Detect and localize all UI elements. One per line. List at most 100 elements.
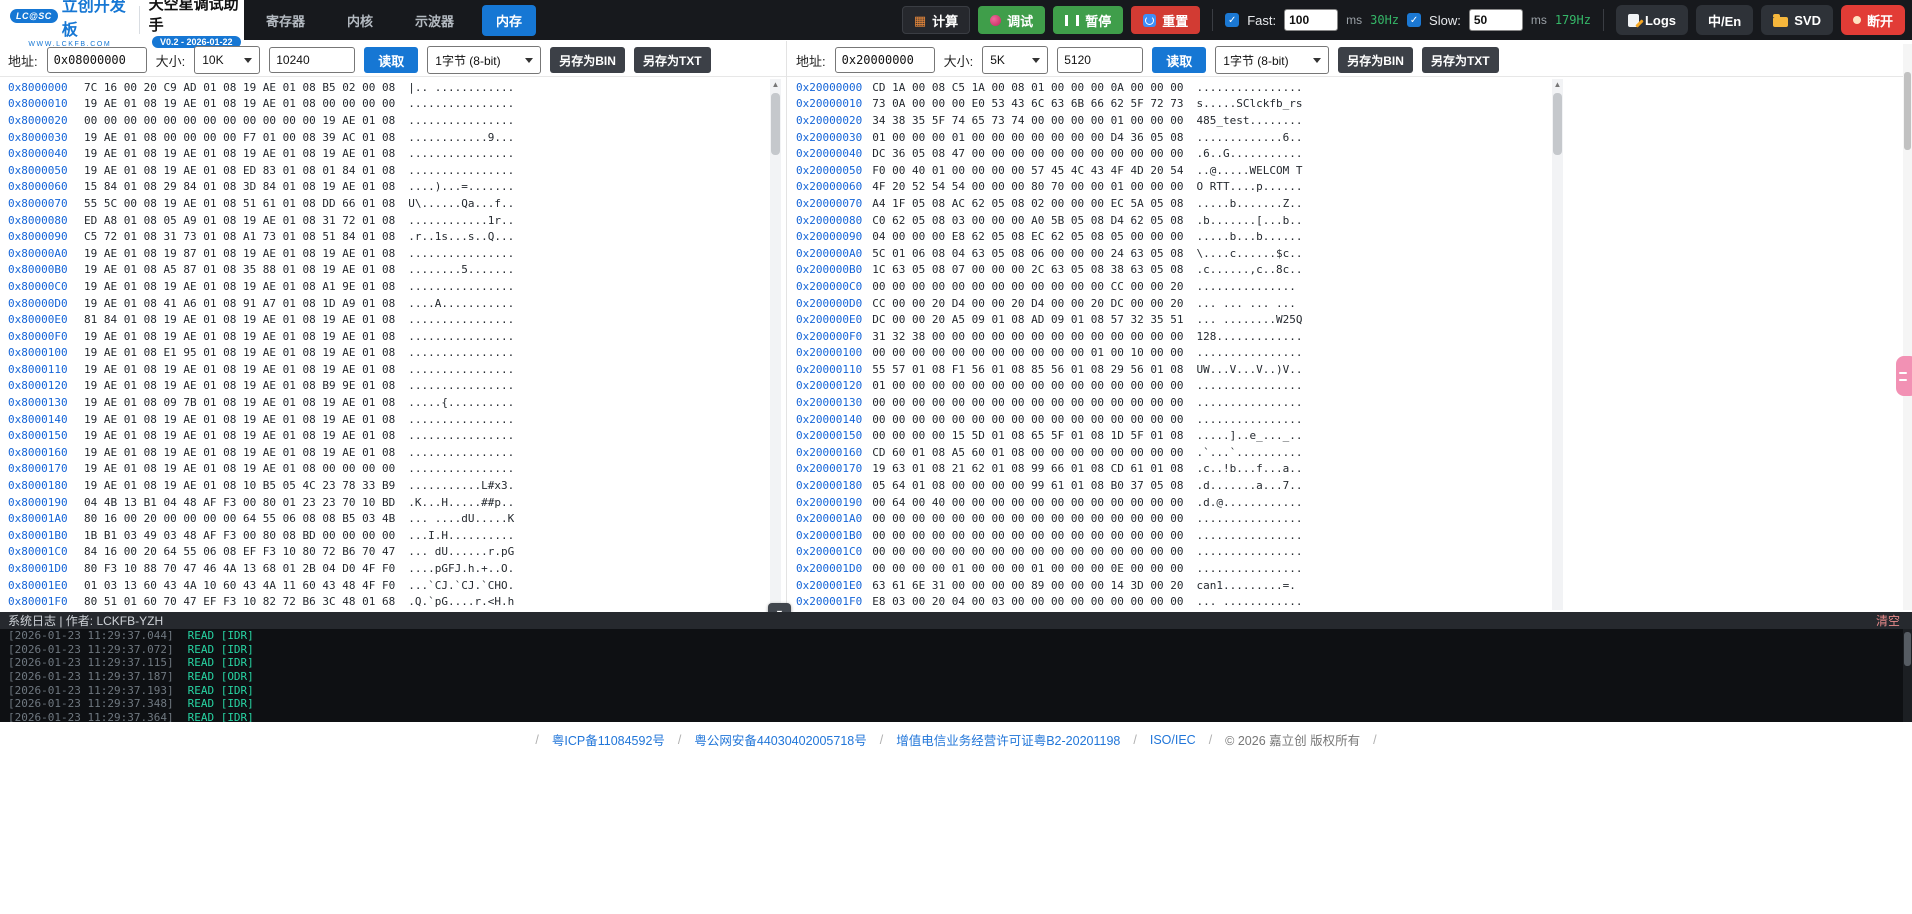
size-preset-select[interactable]: 5K: [982, 46, 1049, 74]
log-timestamp: [2026-01-23 11:29:37.072]: [8, 642, 174, 656]
hex-ascii: ............1r..: [408, 213, 515, 227]
hex-bytes: 63 61 6E 31 00 00 00 00 89 00 00 00 14 3…: [872, 578, 1184, 592]
address-input[interactable]: [834, 47, 935, 73]
save-bin-button[interactable]: 另存为BIN: [550, 47, 625, 73]
slow-checkbox[interactable]: ✓: [1407, 13, 1422, 27]
hex-ascii: .c..!b...f...a..: [1196, 462, 1303, 476]
right-panel-scrollbar[interactable]: ▲: [1552, 79, 1563, 610]
scrollbar-thumb[interactable]: [1553, 93, 1562, 155]
logs-button[interactable]: Logs: [1615, 5, 1689, 35]
floating-side-widget[interactable]: [1896, 356, 1912, 396]
logo-text: 立创开发板: [61, 0, 126, 39]
log-message: READ [IDR]: [187, 710, 254, 722]
hex-bytes: A4 1F 05 08 AC 62 05 08 02 00 00 00 EC 5…: [872, 196, 1184, 210]
hex-ascii: ................: [408, 445, 515, 459]
log-console: [2026-01-23 11:29:37.044] READ [IDR] [2026…: [0, 629, 1912, 722]
clear-log-button[interactable]: 清空: [1875, 614, 1900, 628]
scrollbar-thumb[interactable]: [1904, 632, 1911, 666]
disconnect-button[interactable]: 断开: [1840, 5, 1905, 35]
hex-ascii: ................: [1196, 528, 1303, 542]
hex-ascii: ................: [1196, 346, 1303, 360]
footer-link[interactable]: 增值电信业务经营许可证粤B2-20201198: [896, 734, 1121, 748]
hex-address: 0x8000140: [8, 412, 68, 426]
hex-bytes: 73 0A 00 00 00 E0 53 43 6C 63 6B 66 62 5…: [872, 97, 1184, 111]
hex-bytes: 19 AE 01 08 19 AE 01 08 19 AE 01 08 19 A…: [84, 412, 396, 426]
hex-address: 0x200000A0: [796, 246, 863, 260]
slow-hz-readout: 179Hz: [1554, 13, 1591, 27]
size-preset-value: 10K: [202, 53, 224, 67]
scrollbar-thumb[interactable]: [771, 93, 780, 155]
fast-checkbox[interactable]: ✓: [1225, 13, 1240, 27]
save-bin-button[interactable]: 另存为BIN: [1338, 47, 1413, 73]
size-bytes-input[interactable]: [1057, 47, 1144, 73]
svd-button[interactable]: SVD: [1761, 5, 1833, 35]
log-timestamp: [2026-01-23 11:29:37.187]: [8, 670, 174, 684]
address-input[interactable]: [46, 47, 147, 73]
size-bytes-input[interactable]: [269, 47, 356, 73]
hex-row: 0x200001B0 00 00 00 00 00 00 00 00 00 00 …: [796, 527, 1356, 544]
calc-button[interactable]: ▦ 计算: [901, 6, 971, 34]
hex-bytes: 00 00 00 00 00 00 00 00 00 00 00 00 00 0…: [872, 412, 1184, 426]
save-txt-button[interactable]: 另存为TXT: [633, 47, 711, 73]
scroll-up-icon[interactable]: ▲: [771, 80, 780, 89]
hex-row: 0x20000180 05 64 01 08 00 00 00 00 99 61 …: [796, 477, 1356, 494]
hex-ascii: .b.......[...b..: [1196, 213, 1303, 227]
hex-row: 0x20000020 34 38 35 5F 74 65 73 74 00 00 …: [796, 112, 1356, 129]
left-panel-scrollbar[interactable]: ▲: [770, 79, 781, 610]
hex-ascii: ..@.....WELCOM T: [1196, 163, 1303, 177]
chevron-down-icon: [244, 57, 253, 63]
hex-row: 0x8000080 ED A8 01 08 05 A9 01 08 19 AE 0…: [8, 212, 568, 229]
footer-link[interactable]: ISO/IEC: [1149, 732, 1196, 747]
hex-row: 0x8000160 19 AE 01 08 19 AE 01 08 19 AE 0…: [8, 444, 568, 461]
hex-row: 0x200001A0 00 00 00 00 00 00 00 00 00 00 …: [796, 510, 1356, 527]
tab-寄存器[interactable]: 寄存器: [266, 13, 306, 29]
hex-address: 0x80001A0: [8, 512, 68, 526]
fast-interval-input[interactable]: [1284, 9, 1339, 31]
tab-内存[interactable]: 内存: [482, 4, 537, 36]
footer-separator: /: [1373, 732, 1377, 747]
footer-link[interactable]: 粤ICP备11084592号: [551, 734, 665, 748]
tab-示波器[interactable]: 示波器: [415, 13, 455, 29]
hex-ascii: .....]..e_..._..: [1196, 429, 1303, 443]
hex-row: 0x8000190 04 4B 13 B1 04 48 AF F3 00 80 0…: [8, 494, 568, 511]
hex-address: 0x8000070: [8, 196, 68, 210]
scrollbar-thumb[interactable]: [1904, 72, 1911, 150]
log-line: [2026-01-23 11:29:37.193] READ [IDR]: [8, 683, 1912, 697]
hex-address: 0x20000070: [796, 196, 863, 210]
log-scrollbar[interactable]: [1903, 629, 1912, 722]
language-toggle-button[interactable]: 中/En: [1696, 5, 1754, 35]
hex-bytes: DC 36 05 08 47 00 00 00 00 00 00 00 00 0…: [872, 147, 1184, 161]
pause-button[interactable]: 暂停: [1053, 6, 1124, 34]
hex-bytes: DC 00 00 20 A5 09 01 08 AD 09 01 08 57 3…: [872, 313, 1184, 327]
log-message: READ [IDR]: [187, 656, 254, 670]
hex-address: 0x8000100: [8, 346, 68, 360]
word-width-select[interactable]: 1字节 (8-bit): [1215, 46, 1330, 74]
hex-ascii: ....A...........: [408, 296, 515, 310]
hex-row: 0x200001F0 E8 03 00 20 04 00 03 00 00 00 …: [796, 593, 1356, 610]
debug-button[interactable]: 调试: [978, 6, 1046, 34]
hex-ascii: ... dU......r.pG: [408, 545, 515, 559]
hex-bytes: 00 00 00 00 15 5D 01 08 65 5F 01 08 1D 5…: [872, 429, 1184, 443]
slow-interval-input[interactable]: [1468, 9, 1523, 31]
read-button[interactable]: 读取: [364, 47, 419, 73]
save-txt-button[interactable]: 另存为TXT: [1421, 47, 1499, 73]
hex-ascii: ................: [1196, 545, 1303, 559]
hex-address: 0x200001E0: [796, 578, 863, 592]
read-button[interactable]: 读取: [1152, 47, 1207, 73]
reset-button[interactable]: 重置: [1131, 6, 1201, 34]
folder-icon: [1773, 13, 1789, 27]
hex-address: 0x200001F0: [796, 595, 863, 609]
footer-link[interactable]: 粤公网安备44030402005718号: [694, 734, 867, 748]
tab-内核[interactable]: 内核: [347, 13, 374, 29]
hex-row: 0x200000F0 31 32 38 00 00 00 00 00 00 00 …: [796, 328, 1356, 345]
hex-address: 0x8000060: [8, 180, 68, 194]
disconnect-label: 断开: [1866, 13, 1893, 29]
hex-bytes: 4F 20 52 54 54 00 00 00 80 70 00 00 01 0…: [872, 180, 1184, 194]
page-scrollbar[interactable]: [1903, 44, 1912, 610]
size-preset-select[interactable]: 10K: [194, 46, 261, 74]
word-width-select[interactable]: 1字节 (8-bit): [427, 46, 542, 74]
hex-bytes: CC 00 00 20 D4 00 00 20 D4 00 00 20 DC 0…: [872, 296, 1184, 310]
svd-label: SVD: [1794, 12, 1821, 28]
scroll-up-icon[interactable]: ▲: [1553, 80, 1562, 89]
footer-links: / 粤ICP备11084592号 / 粤公网安备44030402005718号 / 增值电…: [0, 730, 1912, 749]
